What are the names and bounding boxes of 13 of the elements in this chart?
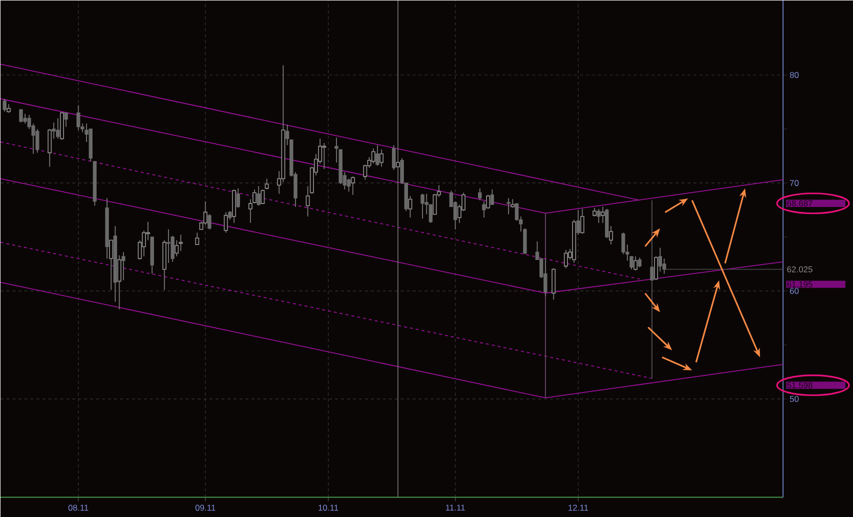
x-tick-label: 09.11 xyxy=(195,504,216,511)
text: 68.687 xyxy=(787,200,812,206)
y-tick-label: 60 xyxy=(790,288,799,294)
y-tick-label: 70 xyxy=(790,180,799,186)
text: 62.025 xyxy=(787,266,812,272)
text: 51.598 xyxy=(787,382,812,388)
y-tick-label: 80 xyxy=(790,72,799,78)
text: 61.195 xyxy=(787,281,812,288)
x-tick-label: 12.11 xyxy=(568,504,588,511)
y-tick-label: 50 xyxy=(790,396,799,402)
x-tick-label: 08.11 xyxy=(68,504,88,511)
x-tick-label: 11.11 xyxy=(446,504,465,510)
x-tick-label: 10.11 xyxy=(318,504,338,511)
